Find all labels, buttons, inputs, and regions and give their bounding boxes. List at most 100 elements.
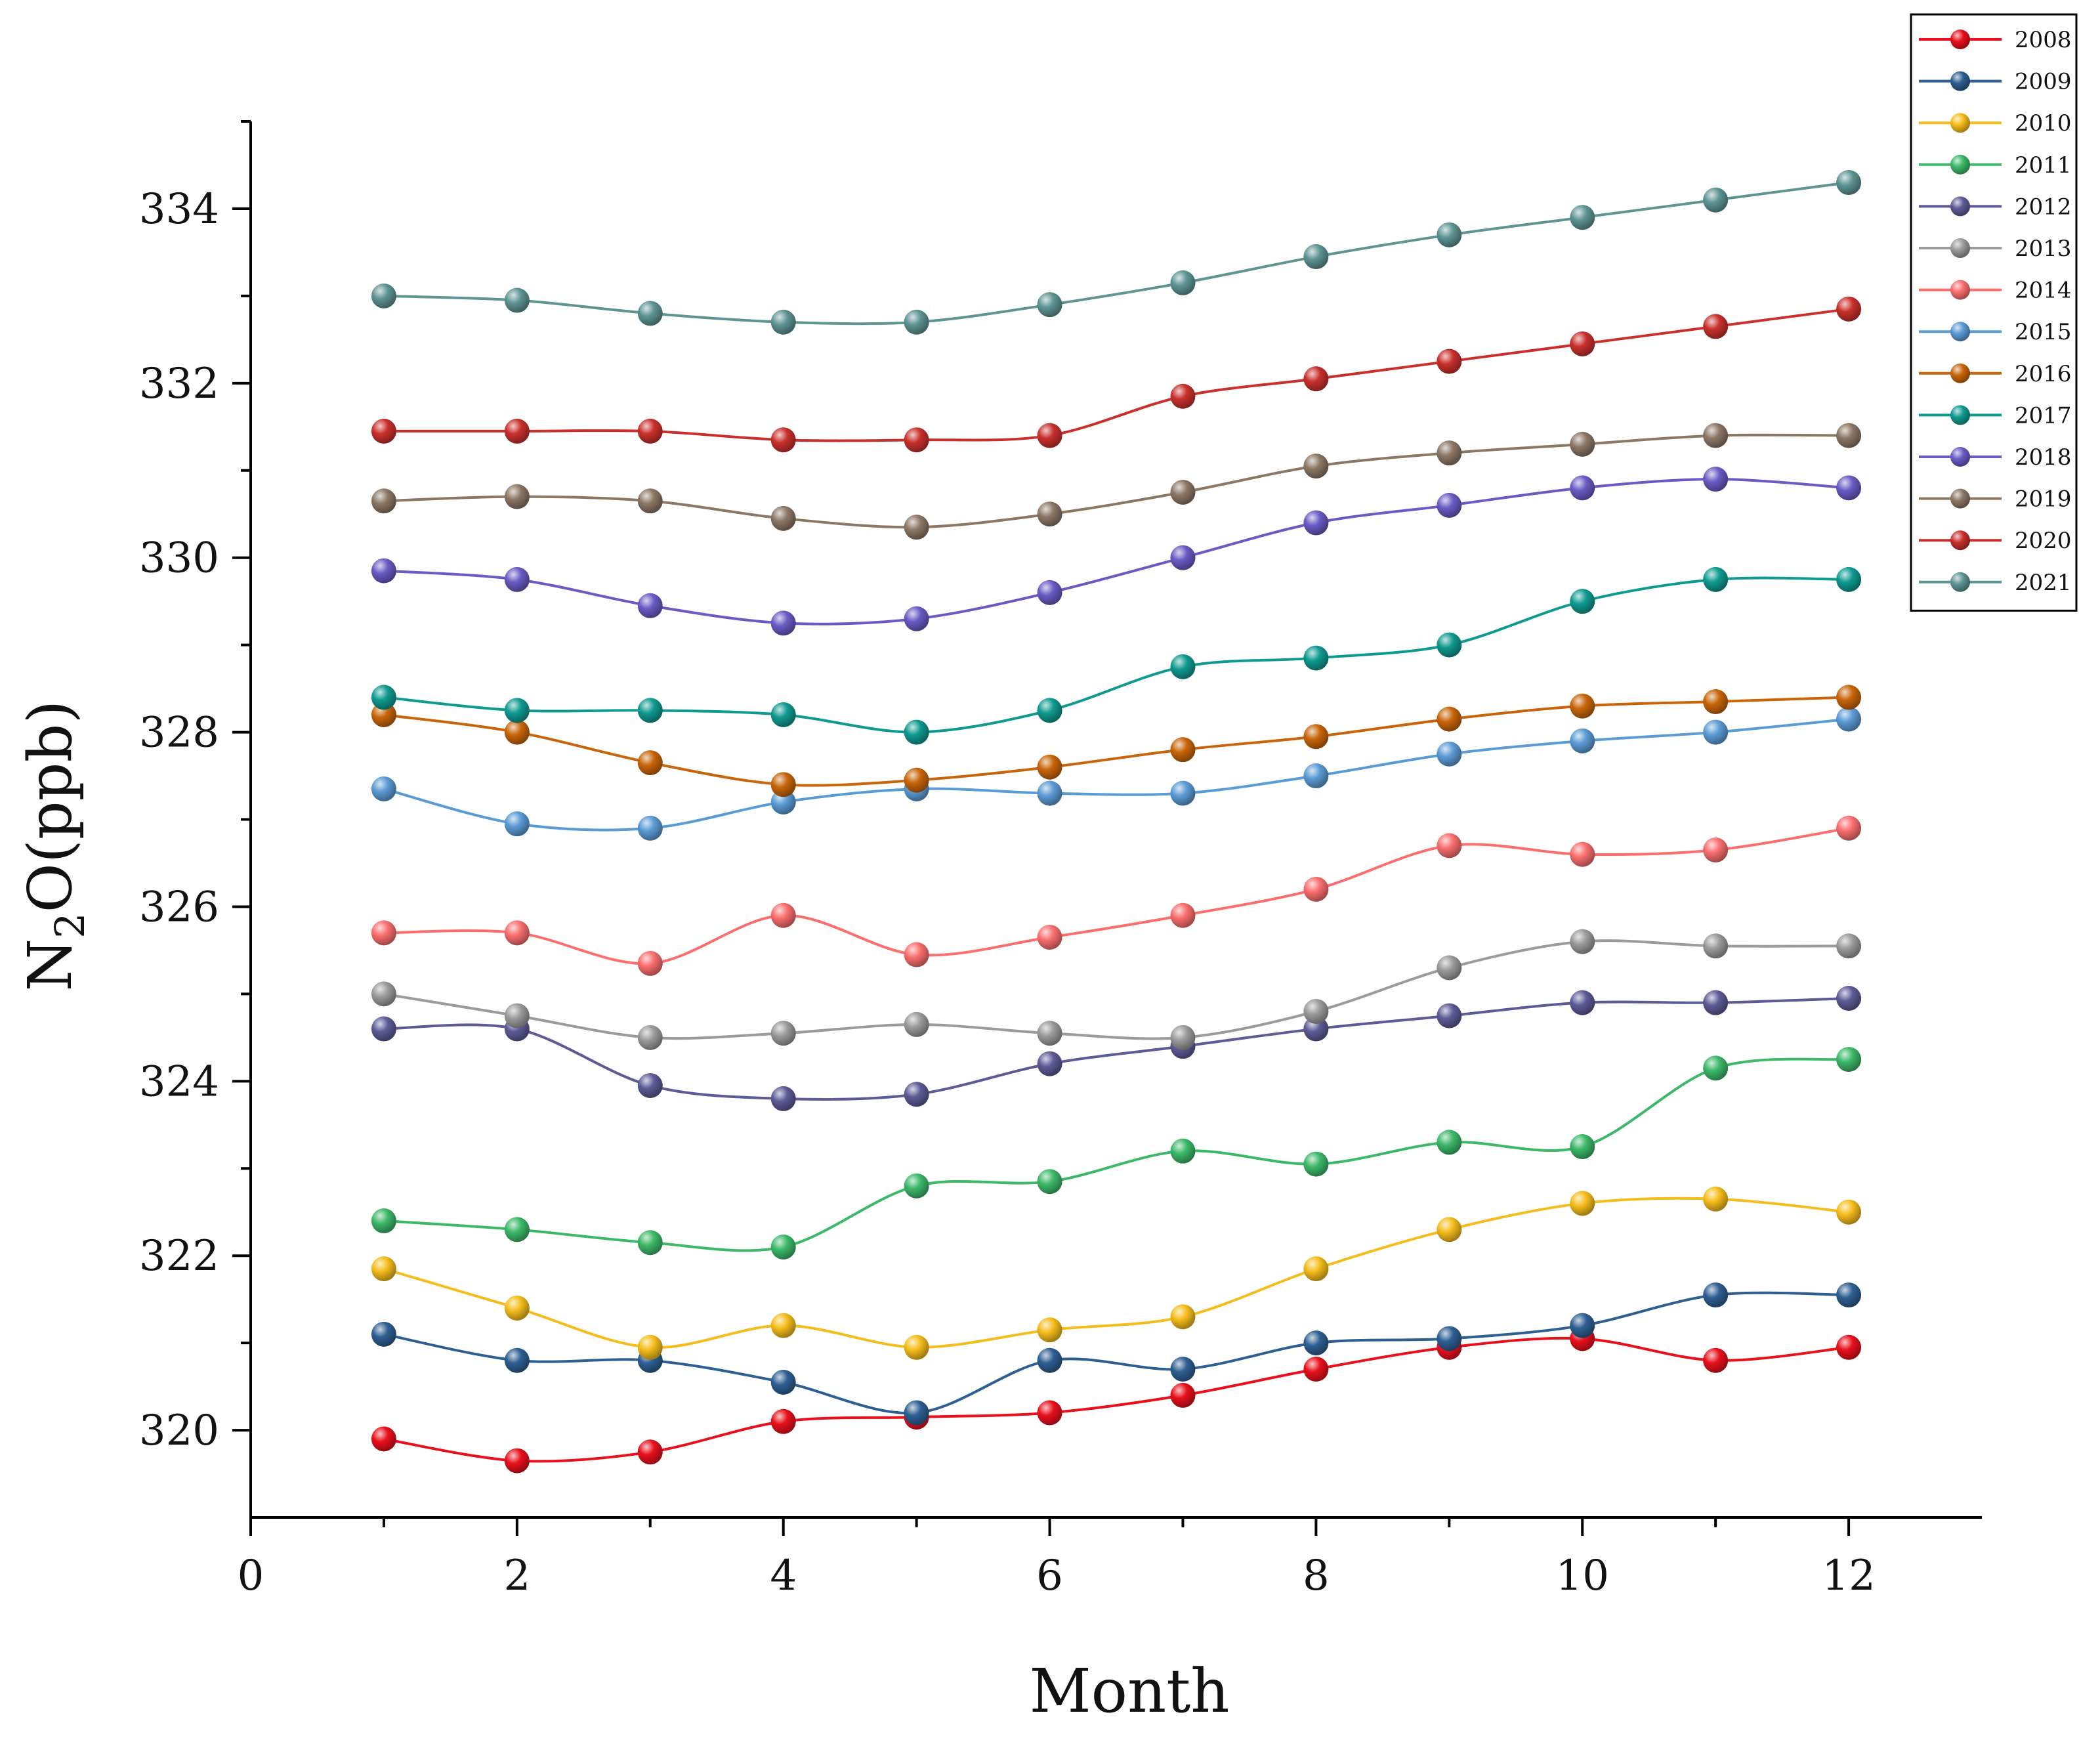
legend-item-2019[interactable]: 2019 — [1919, 486, 2072, 513]
series-2020 — [371, 296, 1862, 453]
data-point-2020-m8 — [1303, 366, 1329, 392]
data-point-2010-m11 — [1703, 1186, 1729, 1212]
data-point-2013-m9 — [1437, 955, 1462, 981]
data-point-2014-m4 — [770, 902, 796, 928]
data-point-2018-m5 — [904, 606, 929, 631]
legend-label: 2016 — [2015, 361, 2072, 387]
legend-marker — [1950, 405, 1970, 425]
data-point-2019-m12 — [1836, 423, 1862, 448]
data-point-2013-m10 — [1570, 929, 1595, 954]
data-point-2018-m9 — [1437, 492, 1462, 518]
legend-label: 2020 — [2015, 528, 2072, 554]
legend-marker — [1950, 488, 1970, 509]
legend-item-2017[interactable]: 2017 — [1919, 402, 2072, 429]
legend-marker — [1950, 530, 1970, 551]
y-tick-label: 326 — [139, 883, 219, 931]
data-point-2011-m4 — [770, 1234, 796, 1260]
data-point-2019-m2 — [504, 484, 530, 509]
data-point-2015-m8 — [1303, 763, 1329, 789]
data-point-2010-m9 — [1437, 1217, 1462, 1242]
data-point-2017-m10 — [1570, 589, 1595, 614]
data-point-2014-m1 — [371, 920, 396, 946]
series-2021 — [371, 170, 1862, 335]
legend-label: 2008 — [2015, 27, 2072, 53]
legend-marker — [1950, 238, 1970, 258]
legend-marker — [1950, 71, 1970, 91]
data-point-2013-m1 — [371, 981, 396, 1007]
data-point-2016-m7 — [1170, 737, 1196, 763]
data-point-2010-m3 — [637, 1334, 663, 1360]
data-point-2012-m6 — [1037, 1051, 1062, 1076]
data-point-2016-m9 — [1437, 706, 1462, 732]
legend-item-2009[interactable]: 2009 — [1919, 69, 2072, 95]
legend-item-2012[interactable]: 2012 — [1919, 194, 2072, 220]
data-point-2015-m3 — [637, 815, 663, 841]
series-2014 — [371, 815, 1862, 976]
data-point-2018-m11 — [1703, 467, 1729, 492]
legend-item-2015[interactable]: 2015 — [1919, 319, 2072, 345]
x-tick-label: 10 — [1556, 1552, 1609, 1600]
data-point-2014-m11 — [1703, 837, 1729, 863]
legend-marker — [1950, 154, 1970, 175]
data-point-2011-m9 — [1437, 1130, 1462, 1155]
legend-item-2020[interactable]: 2020 — [1919, 528, 2072, 554]
data-point-2015-m4 — [770, 789, 796, 815]
data-point-2019-m5 — [904, 515, 929, 540]
legend-item-2013[interactable]: 2013 — [1919, 236, 2072, 262]
data-point-2009-m12 — [1836, 1282, 1862, 1308]
y-tick-label: 334 — [139, 185, 219, 234]
legend-item-2010[interactable]: 2010 — [1919, 110, 2072, 137]
y-tick-label: 324 — [139, 1057, 219, 1106]
data-point-2016-m4 — [770, 772, 796, 797]
legend-item-2008[interactable]: 2008 — [1919, 27, 2072, 53]
series-line-2018 — [383, 478, 1849, 625]
data-point-2016-m2 — [504, 719, 530, 745]
x-tick-label: 2 — [503, 1552, 530, 1600]
data-point-2011-m8 — [1303, 1151, 1329, 1177]
data-point-2017-m9 — [1437, 632, 1462, 658]
data-point-2013-m6 — [1037, 1021, 1062, 1046]
series-line-2010 — [383, 1197, 1849, 1349]
data-point-2009-m11 — [1703, 1282, 1729, 1308]
data-point-2019-m3 — [637, 488, 663, 514]
data-point-2017-m7 — [1170, 654, 1196, 679]
data-point-2011-m10 — [1570, 1134, 1595, 1160]
data-point-2015-m10 — [1570, 728, 1595, 753]
data-point-2012-m8 — [1303, 1016, 1329, 1042]
legend-label: 2010 — [2015, 110, 2072, 137]
legend-item-2021[interactable]: 2021 — [1919, 570, 2072, 596]
data-point-2008-m7 — [1170, 1382, 1196, 1408]
data-point-2021-m12 — [1836, 170, 1862, 196]
data-point-2018-m6 — [1037, 580, 1062, 605]
data-point-2018-m1 — [371, 558, 396, 583]
data-point-2021-m1 — [371, 283, 396, 308]
x-axis-title: Month — [1029, 1656, 1229, 1726]
x-tick-label: 12 — [1822, 1552, 1875, 1600]
data-point-2015-m7 — [1170, 780, 1196, 806]
data-point-2010-m1 — [371, 1256, 396, 1282]
data-point-2012-m11 — [1703, 990, 1729, 1015]
data-point-2014-m12 — [1836, 815, 1862, 841]
data-point-2015-m12 — [1836, 706, 1862, 732]
y-tick-label: 328 — [139, 709, 219, 757]
legend-marker — [1950, 447, 1970, 467]
data-point-2020-m6 — [1037, 423, 1062, 448]
data-point-2020-m10 — [1570, 331, 1595, 356]
y-tick-label: 330 — [139, 534, 219, 583]
legend-item-2018[interactable]: 2018 — [1919, 444, 2072, 471]
legend[interactable]: 2008 2009 2010 2011 2012 2013 2014 2015 2016 2017… — [1910, 13, 2078, 612]
data-point-2013-m4 — [770, 1021, 796, 1046]
legend-label: 2014 — [2015, 278, 2072, 304]
legend-item-2011[interactable]: 2011 — [1919, 152, 2072, 179]
data-point-2014-m9 — [1437, 833, 1462, 858]
data-point-2008-m3 — [637, 1439, 663, 1465]
data-point-2021-m5 — [904, 309, 929, 335]
data-point-2021-m4 — [770, 309, 796, 335]
legend-label: 2011 — [2015, 152, 2072, 179]
legend-item-2014[interactable]: 2014 — [1919, 278, 2072, 304]
data-point-2018-m8 — [1303, 510, 1329, 536]
data-point-2016-m8 — [1303, 724, 1329, 750]
data-point-2021-m11 — [1703, 187, 1729, 213]
legend-item-2016[interactable]: 2016 — [1919, 361, 2072, 387]
data-point-2016-m5 — [904, 767, 929, 793]
